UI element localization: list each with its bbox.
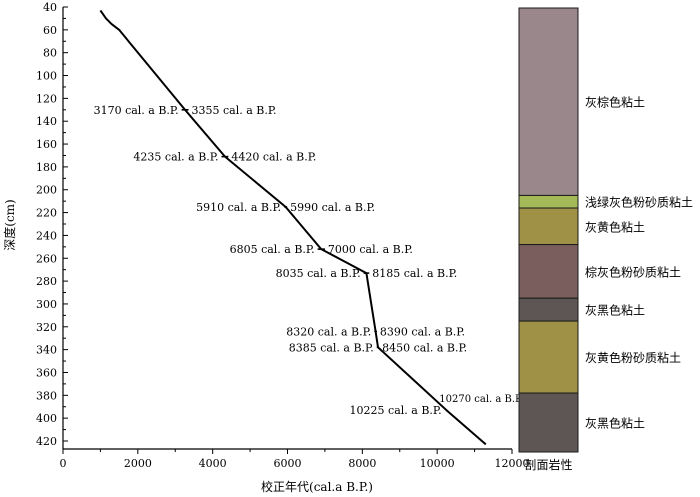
y-tick-label: 140 bbox=[36, 115, 57, 128]
lithology-layer-name: 灰黄色粘土 bbox=[585, 219, 645, 234]
x-tick-label: 12000 bbox=[495, 457, 530, 470]
sample-label-max: 7000 cal. a B.P. bbox=[328, 243, 413, 256]
x-tick-label: 8000 bbox=[348, 457, 376, 470]
lithology-layer bbox=[518, 297, 579, 322]
lithology-layer-name: 灰棕色粘土 bbox=[585, 95, 645, 110]
lithology-layer bbox=[518, 194, 579, 209]
lithology-layer-name: 灰黑色粘土 bbox=[585, 416, 645, 431]
sample-label-max: 8450 cal. a B.P. bbox=[382, 341, 467, 354]
lithology-column: 灰棕色粘土浅绿灰色粉砂质粘土灰黄色粘土棕灰色粉砂质粘土灰黑色粘土灰黄色粉砂质粘土… bbox=[518, 7, 693, 472]
y-tick-label: 100 bbox=[36, 70, 57, 83]
sample-label-min: 6805 cal. a B.P. bbox=[230, 243, 315, 256]
sample-label-min: 10225 cal. a B.P. bbox=[350, 404, 442, 417]
lithology-layer-name: 浅绿灰色粉砂质粘土 bbox=[585, 195, 693, 210]
series-group bbox=[99, 9, 487, 446]
sample-label-max: 5990 cal. a B.P. bbox=[290, 201, 375, 214]
lithology-layer bbox=[518, 207, 579, 246]
sample-label-max: 4420 cal. a B.P. bbox=[231, 151, 316, 164]
sample-label-max: 3355 cal. a B.P. bbox=[192, 104, 277, 117]
x-tick-label: 4000 bbox=[199, 457, 227, 470]
y-tick-label: 120 bbox=[36, 92, 57, 105]
lithology-layer-name: 灰黑色粘土 bbox=[585, 303, 645, 318]
x-tick-label: 2000 bbox=[124, 457, 152, 470]
y-tick-label: 420 bbox=[36, 435, 57, 448]
lithology-layer-name: 棕灰色粉砂质粘土 bbox=[585, 264, 681, 279]
sample-label-min: 3170 cal. a B.P. bbox=[94, 104, 179, 117]
sample-label-min: 4235 cal. a B.P. bbox=[133, 151, 218, 164]
y-tick-label: 300 bbox=[36, 298, 57, 311]
y-tick-label: 40 bbox=[43, 1, 57, 14]
age-depth-line bbox=[99, 9, 487, 446]
lithology-layer-name: 灰黄色粉砂质粘土 bbox=[585, 350, 681, 365]
y-tick-label: 220 bbox=[36, 207, 57, 220]
lithology-layer bbox=[518, 392, 579, 453]
y-tick-label: 200 bbox=[36, 184, 57, 197]
x-tick-label: 0 bbox=[60, 457, 67, 470]
sample-label-min: 8320 cal. a B.P. bbox=[286, 325, 371, 338]
lithology-column-label: 剖面岩性 bbox=[524, 457, 572, 472]
y-tick-label: 180 bbox=[36, 161, 57, 174]
y-tick-label: 320 bbox=[36, 321, 57, 334]
x-tick-label: 10000 bbox=[420, 457, 455, 470]
y-tick-label: 400 bbox=[36, 412, 57, 425]
y-tick-label: 160 bbox=[36, 138, 57, 151]
y-tick-label: 360 bbox=[36, 366, 57, 379]
lithology-layer bbox=[518, 7, 579, 196]
lithology-layer bbox=[518, 320, 579, 394]
x-axis: 0 2000 4000 6000 8000 10000 12000 bbox=[60, 449, 530, 470]
y-tick-label: 380 bbox=[36, 389, 57, 402]
y-tick-label: 280 bbox=[36, 275, 57, 288]
y-tick-label: 260 bbox=[36, 252, 57, 265]
dated-samples-group: 3170 cal. a B.P. 3355 cal. a B.P. 4235 cal… bbox=[94, 104, 523, 417]
sample-label-min: 8035 cal. a B.P. bbox=[276, 267, 361, 280]
x-tick-label: 6000 bbox=[274, 457, 302, 470]
y-tick-label: 240 bbox=[36, 229, 57, 242]
lithology-layer bbox=[518, 244, 579, 299]
sample-label-min: 8385 cal. a B.P. bbox=[289, 341, 374, 354]
sample-label-max: 8390 cal. a B.P. bbox=[380, 325, 465, 338]
y-axis: 40 60 80 100 120 140 160 180 200 220 240 260 280 300 3… bbox=[36, 1, 68, 448]
y-axis-label: 深度(cm) bbox=[2, 199, 17, 250]
sample-label-max: 10270 cal. a B.P. bbox=[439, 394, 523, 405]
y-tick-label: 80 bbox=[43, 47, 57, 60]
x-axis-label: 校正年代(cal.a B.P.) bbox=[261, 479, 373, 494]
sample-label-max: 8185 cal. a B.P. bbox=[372, 267, 457, 280]
y-tick-label: 340 bbox=[36, 344, 57, 357]
y-tick-label: 60 bbox=[43, 24, 57, 37]
plot-frame bbox=[62, 7, 512, 450]
sample-label-min: 5910 cal. a B.P. bbox=[196, 201, 281, 214]
